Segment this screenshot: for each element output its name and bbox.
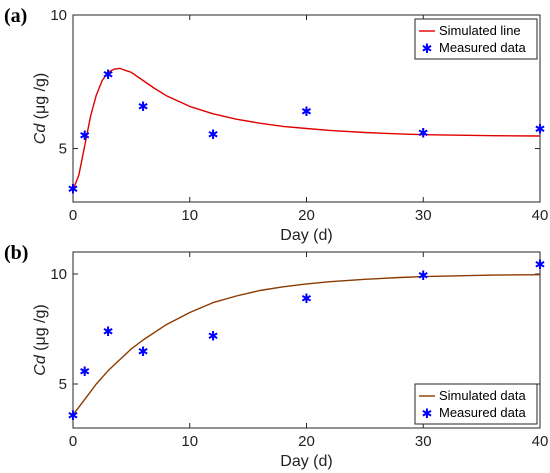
x-tick-label: 40 (532, 207, 549, 224)
x-tick-label: 40 (532, 433, 549, 450)
y-axis-label-unit: (μg /g) (32, 304, 49, 355)
series-line (72, 67, 541, 191)
data-point: ✱ (138, 345, 149, 360)
x-axis-label: Day (d) (280, 453, 332, 470)
legend-marker-swatch: ✱ (422, 42, 433, 57)
chart-panel-a: (a) 0 10 20 30 40 5 10 Day (d) Cd (μg /g) ✱ ✱ ✱ ✱ ✱ ✱ ✱ ✱… (4, 5, 548, 244)
data-point: ✱ (68, 409, 79, 424)
data-point: ✱ (208, 330, 219, 345)
data-point: ✱ (103, 68, 114, 83)
data-point: ✱ (301, 292, 312, 307)
data-point: ✱ (301, 105, 312, 120)
x-axis-label: Day (d) (280, 227, 332, 244)
legend: Simulated line ✱ Measured data (414, 18, 538, 60)
legend-label: Simulated data (439, 388, 526, 403)
panel-label: (b) (4, 242, 28, 264)
y-axis-label: Cd (μg /g) (32, 73, 49, 144)
legend-label: Simulated line (439, 23, 521, 38)
series-line (72, 274, 541, 416)
x-tick-label: 30 (415, 433, 432, 450)
y-tick-label: 10 (50, 7, 67, 24)
x-tick-label: 10 (181, 207, 198, 224)
panel-label: (a) (4, 5, 27, 27)
y-tick-label: 10 (50, 266, 67, 283)
data-point: ✱ (68, 183, 79, 198)
legend-box (414, 383, 538, 425)
legend-box (414, 18, 538, 60)
data-point: ✱ (79, 129, 90, 144)
data-point: ✱ (535, 258, 546, 273)
data-point: ✱ (103, 325, 114, 340)
x-tick-label: 20 (298, 207, 315, 224)
x-tick-label: 0 (69, 433, 77, 450)
chart-panel-b: (b) 0 10 20 30 40 5 10 Day (d) Cd (μg /g) ✱ ✱ ✱ ✱ ✱ ✱ ✱ ✱… (4, 242, 548, 470)
data-point: ✱ (138, 100, 149, 115)
data-point: ✱ (418, 127, 429, 142)
y-axis-label-unit: (μg /g) (32, 73, 49, 124)
x-tick-label: 30 (415, 207, 432, 224)
legend-marker-swatch: ✱ (422, 407, 433, 422)
legend: Simulated data ✱ Measured data (414, 383, 538, 425)
y-axis-label-symbol: Cd (32, 123, 49, 145)
data-point: ✱ (418, 269, 429, 284)
x-tick-label: 20 (298, 433, 315, 450)
data-point: ✱ (535, 123, 546, 138)
x-tick-label: 0 (69, 207, 77, 224)
x-tick-label: 10 (181, 433, 198, 450)
y-axis-label-symbol: Cd (32, 354, 49, 376)
y-axis-label: Cd (μg /g) (32, 304, 49, 375)
legend-label: Measured data (439, 40, 526, 55)
data-point: ✱ (208, 128, 219, 143)
data-point: ✱ (79, 365, 90, 380)
y-tick-label: 5 (59, 376, 67, 393)
y-tick-label: 5 (59, 141, 67, 158)
legend-label: Measured data (439, 405, 526, 420)
